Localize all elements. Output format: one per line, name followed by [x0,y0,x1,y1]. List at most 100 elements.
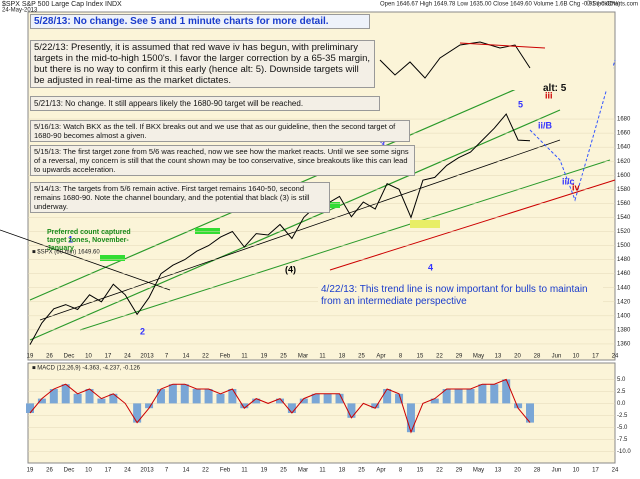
macd-histogram [514,403,523,409]
macd-histogram [73,393,82,404]
y-tick-label: 1500 [617,243,631,249]
macd-histogram [430,398,439,404]
macd-histogram [180,384,189,404]
macd-histogram [145,403,154,409]
macd-histogram [156,389,165,404]
macd-histogram [442,389,451,404]
x-tick-label: 24 [124,354,131,360]
price-line [29,113,531,345]
x-tick-label: 24 [612,468,619,474]
y-tick-label: 5.0 [617,377,626,383]
x-tick-label: 28 [534,354,541,360]
y-tick-label: 0.0 [617,401,626,407]
y-tick-label: -2.5 [617,413,628,419]
x-tick-label: 15 [417,354,424,360]
x-tick-label: May [473,468,484,474]
macd-legend: ■ MACD (12,26,9) -4.363, -4.237, -0.126 [32,366,141,372]
x-tick-label: 8 [399,354,403,360]
x-tick-label: Feb [220,468,231,474]
y-tick-label: 1680 [617,117,631,123]
macd-histogram [371,403,380,409]
macd-histogram [49,389,58,404]
y-tick-label: 1520 [617,229,631,235]
x-tick-label: Apr [376,354,385,360]
macd-histogram [228,389,237,404]
y-tick-label: 1360 [617,342,631,348]
macd-histogram [216,393,225,404]
macd-histogram [299,398,308,404]
x-tick-label: Mar [298,354,308,360]
x-tick-label: Jun [552,468,562,474]
x-tick-label: 22 [436,468,443,474]
x-tick-label: 10 [85,354,92,360]
channels [0,41,616,341]
x-tick-label: 11 [241,354,248,360]
price-legend: ■ $SPX (60 min) 1649.60 [32,250,100,256]
annotation: 4/22/13: This trend line is now importan… [318,283,603,309]
macd-histogram [109,393,118,404]
y-tick-label: -5.0 [617,425,628,431]
x-tick-label: 10 [573,354,580,360]
x-tick-label: Apr [376,468,385,474]
macd-histogram [383,389,392,404]
x-tick-label: 24 [124,468,131,474]
y-tick-label: 1400 [617,313,631,319]
x-tick-label: 26 [46,468,53,474]
x-tick-label: 19 [261,354,268,360]
macd-histogram [85,389,94,404]
x-tick-label: 24 [612,354,619,360]
y-tick-label: 1380 [617,327,631,333]
y-tick-label: 1600 [617,173,631,179]
annotation: Preferred count captured target zones, N… [47,229,131,252]
y-tick-label: 1660 [617,131,631,137]
y-tick-label: -7.5 [617,437,628,443]
x-tick-label: 29 [456,468,463,474]
annotation: 5/22/13: Presently, it is assumed that r… [30,40,375,88]
wave-label: 3 [380,139,385,149]
x-tick-label: Mar [298,468,308,474]
y-tick-label: 1480 [617,257,631,263]
x-tick-label: 7 [165,468,169,474]
x-tick-label: 15 [417,468,424,474]
x-tick-label: 20 [514,354,521,360]
x-tick-label: 10 [573,468,580,474]
y-tick-label: 1460 [617,271,631,277]
y-tick-label: 1640 [617,145,631,151]
x-tick-label: Feb [220,354,231,360]
wave-label: 2 [140,326,145,336]
wave-label: 5 [518,99,523,109]
x-tick-label: 22 [202,468,209,474]
annotation: 5/15/13: The first target zone from 5/6 … [30,145,415,176]
x-tick-label: 25 [280,354,287,360]
x-tick-label: 25 [280,468,287,474]
macd-histogram [311,393,320,404]
x-tick-label: 28 [534,468,541,474]
wave-label: 4 [428,262,433,272]
macd-histogram [526,403,534,423]
y-tick-label: 1420 [617,299,631,305]
macd-histogram [192,389,201,404]
macd-histogram [26,403,34,413]
wave-label: iii [545,90,553,100]
x-tick-label: 18 [339,468,346,474]
macd-histogram [97,398,106,404]
macd-histogram [61,384,70,404]
macd-histogram [276,398,284,404]
macd-histogram [335,393,344,404]
x-tick-label: 22 [202,354,209,360]
x-tick-label: 19 [27,468,34,474]
x-tick-label: 2013 [140,354,154,360]
x-tick-label: 25 [358,468,365,474]
x-tick-label: 14 [183,468,190,474]
title: $SPX S&P 500 Large Cap Index INDX [2,1,122,8]
macd-histogram [133,403,142,423]
macd-histogram [252,398,261,404]
wave-label: iv [572,182,580,192]
x-tick-label: 20 [514,468,521,474]
macd-histogram [454,389,463,404]
macd-panel [27,362,616,464]
x-tick-label: 11 [241,468,248,474]
x-tick-label: 13 [495,354,502,360]
macd-histogram [478,384,487,404]
